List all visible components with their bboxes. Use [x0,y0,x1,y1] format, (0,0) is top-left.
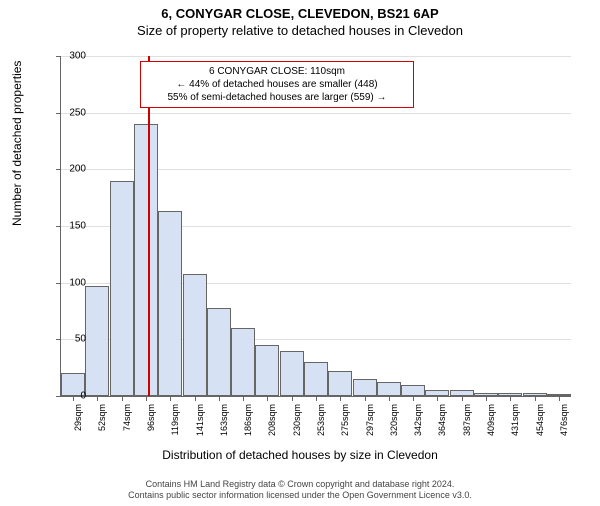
x-tick-label: 74sqm [122,404,132,444]
x-tick-label: 297sqm [365,404,375,444]
info-box: 6 CONYGAR CLOSE: 110sqm ← 44% of detache… [140,61,414,108]
histogram-bar [280,351,304,396]
x-tick-label: 163sqm [219,404,229,444]
x-tick-label: 96sqm [146,404,156,444]
x-tick-label: 364sqm [437,404,447,444]
x-tick-mark [340,396,341,401]
y-tick-label: 300 [56,51,86,62]
x-tick-mark [292,396,293,401]
histogram-bar [207,308,231,396]
footer-line-2: Contains public sector information licen… [0,490,600,502]
title-main: 6, CONYGAR CLOSE, CLEVEDON, BS21 6AP [0,6,600,21]
histogram-bar [328,371,352,396]
x-tick-mark [170,396,171,401]
y-axis-label: Number of detached properties [10,61,24,226]
y-tick-label: 50 [56,334,86,345]
x-tick-mark [267,396,268,401]
x-tick-mark [97,396,98,401]
x-tick-mark [510,396,511,401]
x-tick-label: 29sqm [73,404,83,444]
y-tick-label: 250 [56,107,86,118]
x-tick-label: 141sqm [195,404,205,444]
info-line-1: 6 CONYGAR CLOSE: 110sqm [147,65,407,78]
histogram-bar [134,124,158,396]
x-tick-mark [535,396,536,401]
histogram-bar [158,211,182,396]
x-tick-label: 409sqm [486,404,496,444]
x-tick-label: 230sqm [292,404,302,444]
x-tick-mark [316,396,317,401]
x-tick-mark [146,396,147,401]
histogram-bar [401,385,425,396]
x-tick-label: 431sqm [510,404,520,444]
x-tick-label: 253sqm [316,404,326,444]
x-tick-label: 454sqm [535,404,545,444]
footer-line-1: Contains HM Land Registry data © Crown c… [0,479,600,491]
x-tick-label: 52sqm [97,404,107,444]
histogram-bar [304,362,328,396]
histogram-bar [377,382,401,396]
x-tick-label: 320sqm [389,404,399,444]
x-tick-label: 186sqm [243,404,253,444]
x-tick-mark [437,396,438,401]
histogram-bar [231,328,255,396]
histogram-bar [255,345,279,396]
histogram-bar [183,274,207,396]
footer: Contains HM Land Registry data © Crown c… [0,479,600,502]
y-tick-label: 0 [56,391,86,402]
x-tick-label: 476sqm [559,404,569,444]
chart-container: 6, CONYGAR CLOSE, CLEVEDON, BS21 6AP Siz… [0,6,600,506]
x-tick-mark [559,396,560,401]
gridline [61,56,571,57]
info-line-2: ← 44% of detached houses are smaller (44… [147,78,407,91]
histogram-bar [85,286,109,396]
x-tick-mark [365,396,366,401]
x-tick-mark [462,396,463,401]
x-tick-label: 342sqm [413,404,423,444]
y-tick-label: 150 [56,221,86,232]
x-tick-mark [389,396,390,401]
x-axis-label: Distribution of detached houses by size … [0,448,600,462]
x-tick-mark [195,396,196,401]
info-line-3: 55% of semi-detached houses are larger (… [147,91,407,104]
chart-area: 29sqm52sqm74sqm96sqm119sqm141sqm163sqm18… [60,56,570,396]
x-tick-label: 119sqm [170,404,180,444]
histogram-bar [110,181,134,396]
x-tick-mark [219,396,220,401]
x-tick-label: 387sqm [462,404,472,444]
x-tick-mark [413,396,414,401]
y-tick-label: 100 [56,277,86,288]
gridline [61,113,571,114]
x-tick-mark [486,396,487,401]
y-tick-label: 200 [56,164,86,175]
x-tick-label: 275sqm [340,404,350,444]
x-tick-mark [243,396,244,401]
histogram-bar [353,379,377,396]
x-tick-label: 208sqm [267,404,277,444]
title-sub: Size of property relative to detached ho… [0,23,600,38]
x-tick-mark [122,396,123,401]
